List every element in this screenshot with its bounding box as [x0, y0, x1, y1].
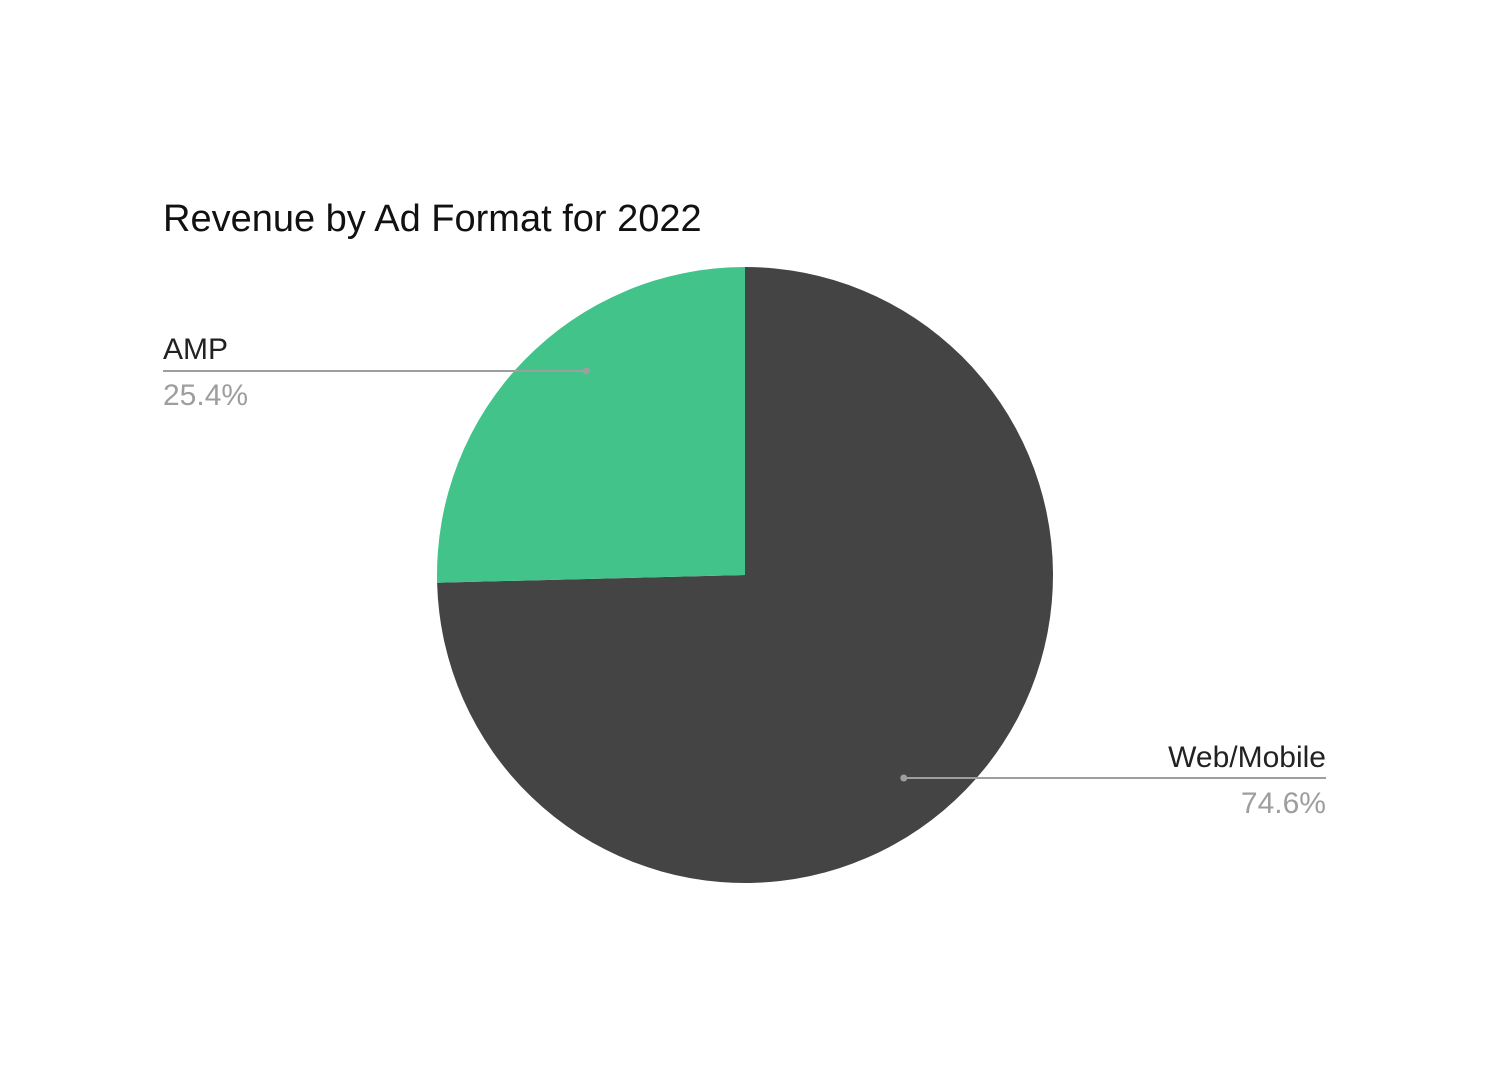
slice-label-name-amp: AMP [163, 333, 228, 366]
slice-label-percent-amp: 25.4% [163, 379, 248, 412]
pie-slice-amp [437, 267, 745, 583]
pie-slices [437, 267, 1053, 883]
slice-labels: Web/Mobile 74.6% AMP 25.4% [163, 333, 1326, 820]
slice-label-name-web-mobile: Web/Mobile [1168, 741, 1326, 774]
leader-dot-amp [582, 367, 590, 375]
pie-slice-web-mobile [437, 267, 1053, 883]
chart-title: Revenue by Ad Format for 2022 [163, 198, 702, 240]
slice-label-percent-web-mobile: 74.6% [1241, 787, 1326, 820]
leader-dot-web-mobile [900, 774, 908, 782]
